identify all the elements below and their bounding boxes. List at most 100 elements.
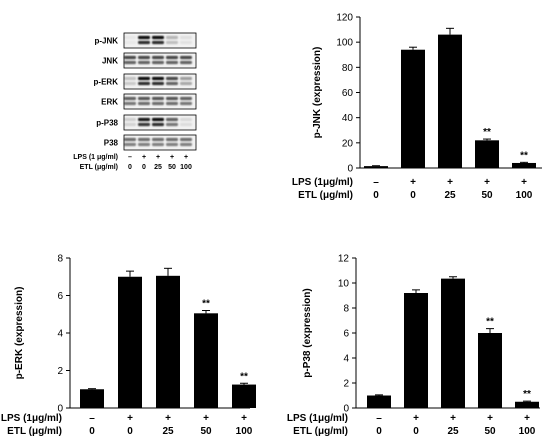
etl-label: ETL (μg/ml) xyxy=(7,426,62,437)
blot-band xyxy=(166,122,178,127)
blot-strip xyxy=(123,114,197,131)
etl-label: ETL (μg/ml) xyxy=(298,190,353,201)
bar xyxy=(404,293,428,408)
blot-lps-value: – xyxy=(128,154,132,161)
etl-value: 0 xyxy=(413,426,419,437)
y-tick-label: 6 xyxy=(57,291,63,302)
y-tick-label: 4 xyxy=(57,329,63,340)
blot-band xyxy=(180,96,192,101)
blot-band xyxy=(152,137,164,142)
blot-band xyxy=(124,117,136,122)
bar xyxy=(475,140,499,168)
blot-band xyxy=(166,117,178,122)
y-tick-label: 40 xyxy=(342,113,354,124)
blot-band xyxy=(152,76,164,81)
etl-value: 50 xyxy=(200,426,212,437)
bar xyxy=(80,389,104,408)
y-tick-label: 2 xyxy=(57,366,63,377)
significance-marker: ** xyxy=(523,389,531,400)
blot-etl-value: 0 xyxy=(128,164,132,171)
lps-value: – xyxy=(376,413,382,424)
bar xyxy=(232,384,256,408)
blot-strip xyxy=(123,134,197,151)
blot-band xyxy=(180,142,192,147)
blot-band xyxy=(152,55,164,60)
y-tick-label: 4 xyxy=(343,354,349,365)
blot-band xyxy=(138,96,150,101)
blot-band xyxy=(180,101,192,106)
etl-value: 0 xyxy=(127,426,133,437)
blot-band xyxy=(138,101,150,106)
y-tick-label: 100 xyxy=(336,38,353,49)
blot-band xyxy=(152,81,164,86)
blot-band xyxy=(138,122,150,127)
blot-band xyxy=(180,55,192,60)
blot-band xyxy=(124,101,136,106)
lps-label: LPS (1μg/ml) xyxy=(287,413,348,424)
blot-band xyxy=(124,60,136,65)
blot-band xyxy=(124,122,136,127)
blot-etl-value: 50 xyxy=(168,164,176,171)
etl-value: 50 xyxy=(481,190,493,201)
blot-lps-label: LPS (1 μg/ml) xyxy=(73,154,118,161)
blot-band xyxy=(138,76,150,81)
y-axis-label: p-JNK (expression) xyxy=(312,47,323,139)
blot-band xyxy=(124,96,136,101)
blot-band xyxy=(166,76,178,81)
lps-label: LPS (1μg/ml) xyxy=(292,177,353,188)
y-tick-label: 80 xyxy=(342,63,354,74)
etl-value: 0 xyxy=(89,426,95,437)
lps-value: + xyxy=(521,177,527,188)
y-tick-label: 20 xyxy=(342,138,354,149)
bar xyxy=(194,313,218,408)
blot-band xyxy=(124,76,136,81)
bar xyxy=(515,401,539,408)
western-blot-panel: p-JNK JNK p-ERK ERK p-P38 P38 LPS (1 μg/ml) ETL… xyxy=(73,32,197,171)
y-tick-label: 0 xyxy=(57,404,63,415)
etl-value: 100 xyxy=(516,190,533,201)
lps-value: + xyxy=(165,413,171,424)
bar xyxy=(441,278,465,408)
lps-value: + xyxy=(413,413,419,424)
blot-band xyxy=(152,96,164,101)
blot-band xyxy=(124,55,136,60)
blot-band xyxy=(180,35,192,40)
bar xyxy=(512,162,536,168)
lps-value: – xyxy=(89,413,95,424)
blot-row-label: p-P38 xyxy=(96,119,118,128)
lps-value: – xyxy=(373,177,379,188)
etl-value: 0 xyxy=(410,190,416,201)
bar xyxy=(156,275,180,408)
etl-value: 25 xyxy=(162,426,174,437)
etl-value: 25 xyxy=(447,426,459,437)
etl-value: 100 xyxy=(236,426,253,437)
y-tick-label: 60 xyxy=(342,88,354,99)
bar xyxy=(118,276,142,408)
blot-etl-value: 25 xyxy=(154,164,162,171)
blot-band xyxy=(180,137,192,142)
blot-etl-label: ETL (μg/ml) xyxy=(80,164,118,171)
blot-band xyxy=(124,81,136,86)
etl-value: 25 xyxy=(444,190,456,201)
y-tick-label: 2 xyxy=(343,379,349,390)
lps-value: + xyxy=(410,177,416,188)
lps-value: + xyxy=(450,413,456,424)
significance-marker: ** xyxy=(520,150,528,161)
y-tick-label: 8 xyxy=(343,304,349,315)
blot-band xyxy=(124,35,136,40)
blot-band xyxy=(180,122,192,127)
blot-band xyxy=(152,117,164,122)
lps-value: + xyxy=(241,413,247,424)
blot-lps-value: + xyxy=(156,154,160,161)
blot-band xyxy=(180,76,192,81)
y-axis-label: p-ERK (expression) xyxy=(14,287,25,380)
bar xyxy=(438,34,462,168)
lps-value: + xyxy=(447,177,453,188)
blot-band xyxy=(152,122,164,127)
lps-value: + xyxy=(127,413,133,424)
blot-row-label: ERK xyxy=(101,98,118,107)
blot-band xyxy=(124,137,136,142)
p-erk-bar-chart: 0 2 4 6 8 p-ERK (expression) – 0 +0 +25 ** +50 ** +10… xyxy=(1,254,256,437)
blot-strip xyxy=(123,32,197,49)
